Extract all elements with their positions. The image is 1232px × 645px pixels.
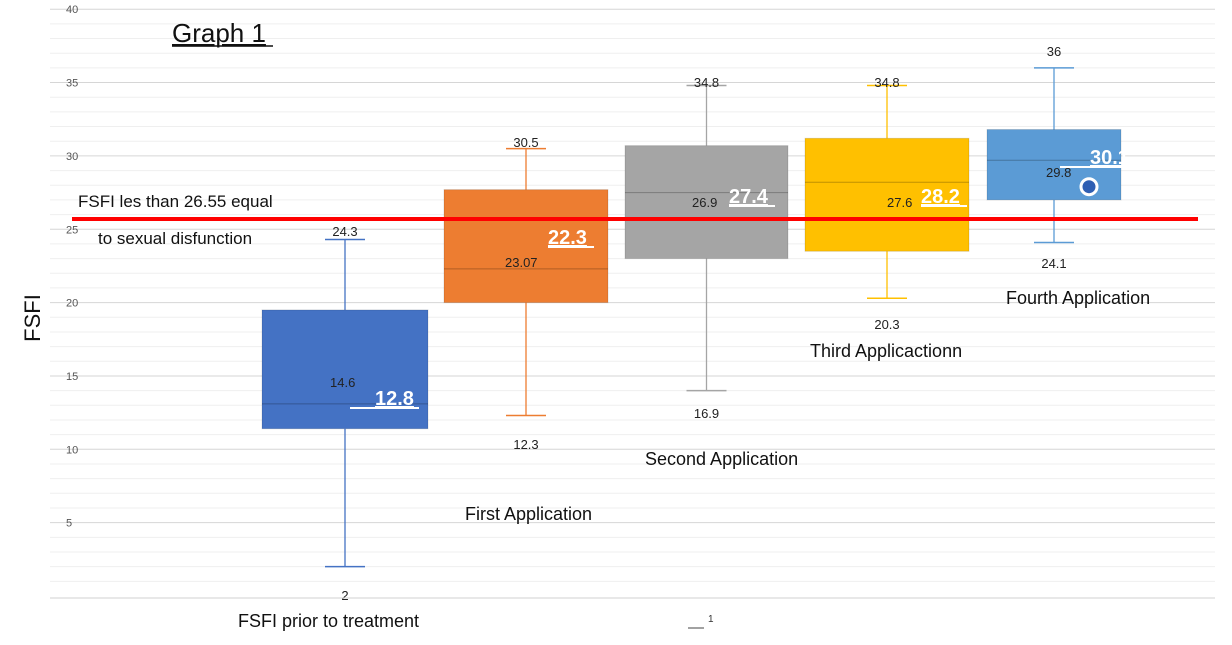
reference-label-line2: to sexual disfunction bbox=[98, 229, 252, 248]
box-4: 34.8 20.3 27.6 28.2 Third Applicactionn bbox=[804, 75, 970, 361]
category-label: First Application bbox=[465, 504, 592, 524]
max-label: 36 bbox=[1047, 44, 1061, 59]
max-label: 34.8 bbox=[694, 75, 719, 90]
y-tick-label: 20 bbox=[66, 298, 78, 310]
min-label: 12.3 bbox=[513, 437, 538, 452]
y-tick-label: 35 bbox=[66, 78, 78, 90]
max-label: 24.3 bbox=[332, 224, 357, 239]
y-tick-label: 25 bbox=[66, 224, 78, 236]
category-label: Third Applicactionn bbox=[810, 341, 962, 361]
boxes: 24.3 2 14.6 12.8 FSFI prior to treatment 30.5… bbox=[238, 44, 1150, 631]
y-axis-label: FSFI bbox=[20, 294, 45, 342]
median-label: 14.6 bbox=[330, 375, 355, 390]
y-tick-label: 5 bbox=[66, 518, 72, 530]
min-label: 2 bbox=[341, 588, 348, 603]
y-tick-label: 40 bbox=[66, 4, 78, 16]
mean-label: 30.1 bbox=[1090, 147, 1129, 169]
mean-label: 27.4 bbox=[729, 186, 769, 208]
y-tick-label: 15 bbox=[66, 371, 78, 383]
box-body bbox=[261, 309, 429, 430]
y-tick-labels: 5 10 15 20 25 30 35 40 bbox=[66, 4, 78, 529]
reference-label-line1: FSFI les than 26.55 equal bbox=[78, 192, 273, 211]
box-3: 34.8 16.9 26.9 27.4 Second Application bbox=[624, 75, 798, 469]
category-label: Second Application bbox=[645, 449, 798, 469]
median-label: 29.8 bbox=[1046, 165, 1071, 180]
min-label: 24.1 bbox=[1041, 256, 1066, 271]
box-5: 36 24.1 29.8 30.1 Fourth Application bbox=[986, 44, 1150, 308]
y-tick-label: 10 bbox=[66, 444, 78, 456]
mean-label: 22.3 bbox=[548, 227, 587, 249]
max-label: 30.5 bbox=[513, 135, 538, 150]
y-tick-label: 30 bbox=[66, 151, 78, 163]
category-label: FSFI prior to treatment bbox=[238, 611, 419, 631]
median-label: 26.9 bbox=[692, 195, 717, 210]
mean-label: 28.2 bbox=[921, 186, 960, 208]
median-label: 23.07 bbox=[505, 255, 538, 270]
median-label: 27.6 bbox=[887, 195, 912, 210]
category-label: Fourth Application bbox=[1006, 288, 1150, 308]
max-label: 34.8 bbox=[874, 75, 899, 90]
box-body bbox=[804, 137, 970, 252]
box-body bbox=[624, 145, 789, 260]
box-body bbox=[986, 128, 1122, 201]
outlier-point bbox=[1079, 177, 1099, 197]
mean-label: 12.8 bbox=[375, 388, 414, 410]
box-2: 30.5 12.3 23.07 22.3 First Application bbox=[443, 135, 609, 524]
chart-title: Graph 1 bbox=[172, 18, 266, 48]
box-1: 24.3 2 14.6 12.8 FSFI prior to treatment bbox=[238, 224, 429, 631]
min-label: 20.3 bbox=[874, 317, 899, 332]
x-tick-label: 1 bbox=[708, 614, 714, 625]
min-label: 16.9 bbox=[694, 406, 719, 421]
